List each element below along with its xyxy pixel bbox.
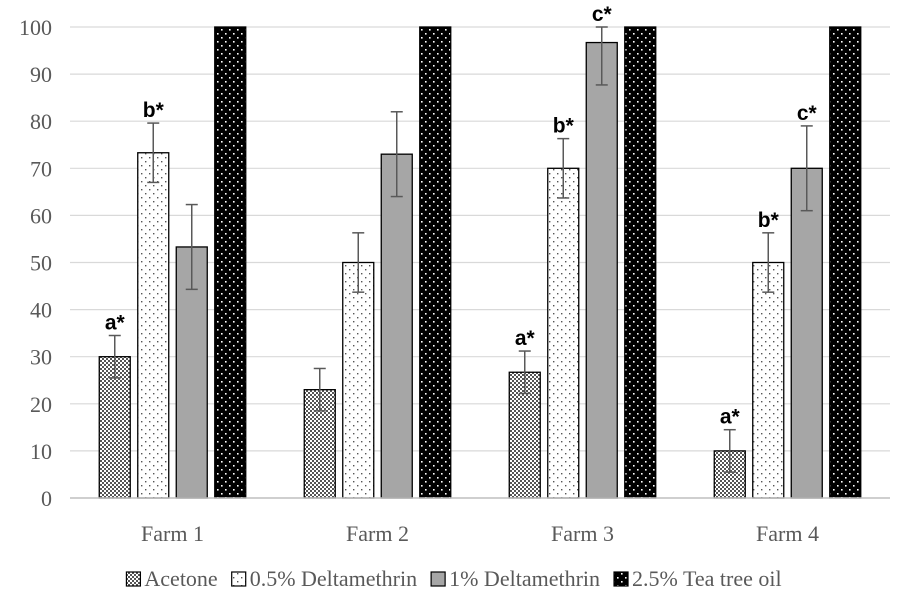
legend-swatch: [613, 571, 629, 587]
bar: [790, 167, 823, 499]
bar: [547, 167, 580, 499]
significance-label: a*: [515, 327, 536, 350]
legend-swatch: [231, 571, 247, 587]
significance-labels: a* b* a* b* c* a* b* c*: [105, 3, 818, 429]
bar: [380, 153, 413, 499]
bar: [342, 261, 375, 499]
legend-item: 2.5% Tea tree oil: [613, 566, 782, 591]
bar: [419, 26, 452, 499]
y-tick-label: 80: [30, 109, 52, 134]
y-tick-label: 20: [30, 392, 52, 417]
significance-label: b*: [553, 115, 575, 138]
legend-item: 1% Deltamethrin: [430, 566, 600, 591]
y-tick-label: 90: [30, 62, 52, 87]
y-tick-label: 50: [30, 251, 52, 276]
legend: Acetone 0.5% Deltamethrin 1% Deltamethrin 2…: [125, 566, 782, 591]
y-tick-label: 100: [19, 15, 52, 40]
bar: [624, 26, 657, 499]
bar: [214, 26, 247, 499]
significance-label: c*: [797, 102, 818, 125]
x-category-label: Farm 2: [346, 521, 409, 546]
significance-label: a*: [105, 312, 126, 335]
y-tick-label: 30: [30, 345, 52, 370]
legend-label: Acetone: [144, 566, 217, 591]
y-tick-label: 10: [30, 439, 52, 464]
y-tick-label: 60: [30, 203, 52, 228]
significance-label: a*: [720, 406, 741, 429]
legend-item: 0.5% Deltamethrin: [231, 566, 417, 591]
y-tick-label: 0: [41, 486, 52, 511]
significance-label: c*: [592, 3, 613, 26]
y-tick-label: 40: [30, 298, 52, 323]
y-tick-label: 70: [30, 156, 52, 181]
legend-swatch: [125, 571, 142, 587]
bar: [829, 26, 862, 499]
bar: [137, 152, 170, 499]
significance-label: b*: [758, 209, 780, 232]
legend-item: Acetone: [125, 566, 218, 591]
x-axis: Farm 1 Farm 2 Farm 3 Farm 4: [141, 521, 819, 546]
legend-swatch: [430, 571, 446, 587]
legend-label: 2.5% Tea tree oil: [632, 566, 782, 591]
significance-label: b*: [143, 99, 165, 122]
x-category-label: Farm 4: [756, 521, 819, 546]
legend-label: 1% Deltamethrin: [449, 566, 600, 591]
bar: [752, 261, 785, 499]
bar: [585, 41, 618, 499]
error-bars: [108, 26, 813, 473]
legend-label: 0.5% Deltamethrin: [250, 566, 417, 591]
x-category-label: Farm 3: [551, 521, 614, 546]
x-category-label: Farm 1: [141, 521, 204, 546]
y-axis: 0 10 20 30 40 50 60 70 80 90 100: [19, 15, 52, 511]
